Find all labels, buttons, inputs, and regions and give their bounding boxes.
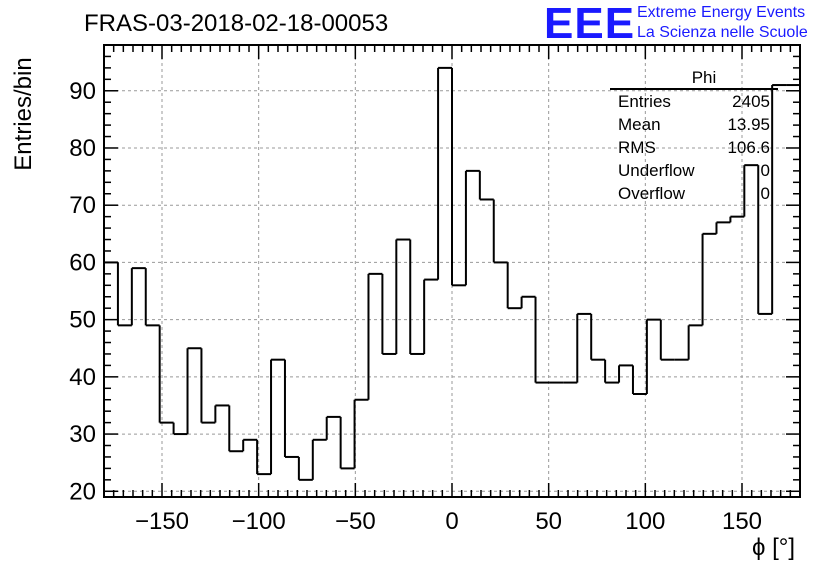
stats-label: RMS: [618, 138, 656, 157]
y-tick-label: 50: [69, 307, 96, 334]
stats-row: Overflow 0: [610, 182, 778, 205]
y-tick-label: 80: [69, 135, 96, 162]
y-tick-label: 20: [69, 478, 96, 505]
x-tick-label: −50: [335, 508, 376, 535]
stats-label: Mean: [618, 115, 661, 134]
stats-value: 13.95: [727, 115, 770, 134]
y-axis-label: Entries/bin: [10, 57, 37, 171]
x-tick-label: −100: [232, 508, 286, 535]
y-axis: 20 30 40 50 60 70 80 90: [69, 55, 800, 505]
x-tick-label: 150: [722, 508, 762, 535]
x-axis: −150 −100 −50 0 50 100 150: [112, 45, 792, 535]
chart-title: FRAS-03-2018-02-18-00053: [84, 10, 389, 37]
stats-row: Entries 2405: [610, 90, 778, 113]
stats-label: Underflow: [618, 161, 695, 180]
stats-label: Entries: [618, 92, 671, 111]
stats-row: RMS 106.6: [610, 136, 778, 159]
y-tick-label: 70: [69, 192, 96, 219]
stats-row: Mean 13.95: [610, 113, 778, 136]
stats-label: Overflow: [618, 184, 686, 203]
y-tick-label: 40: [69, 364, 96, 391]
stats-box: Phi Entries 2405 Mean 13.95 RMS 106.6 Under…: [610, 68, 778, 205]
y-tick-label: 60: [69, 249, 96, 276]
stats-value: 2405: [732, 92, 770, 111]
stats-value: 106.6: [727, 138, 770, 157]
logo-caption-1: Extreme Energy Events: [637, 4, 806, 21]
x-tick-label: −150: [135, 508, 189, 535]
logo-caption-2: La Scienza nelle Scuole: [637, 24, 808, 41]
eee-logo: EEE: [544, 0, 636, 48]
x-tick-label: 50: [535, 508, 562, 535]
stats-title: Phi: [610, 68, 778, 90]
y-tick-label: 30: [69, 421, 96, 448]
y-tick-label: 90: [69, 78, 96, 105]
stats-value: 0: [760, 161, 770, 180]
stats-value: 0: [760, 184, 770, 203]
histogram-bins: [104, 66, 800, 481]
x-axis-label: ϕ [°]: [752, 534, 796, 561]
stats-row: Underflow 0: [610, 159, 778, 182]
x-tick-label: 100: [625, 508, 665, 535]
x-tick-label: 0: [445, 508, 458, 535]
